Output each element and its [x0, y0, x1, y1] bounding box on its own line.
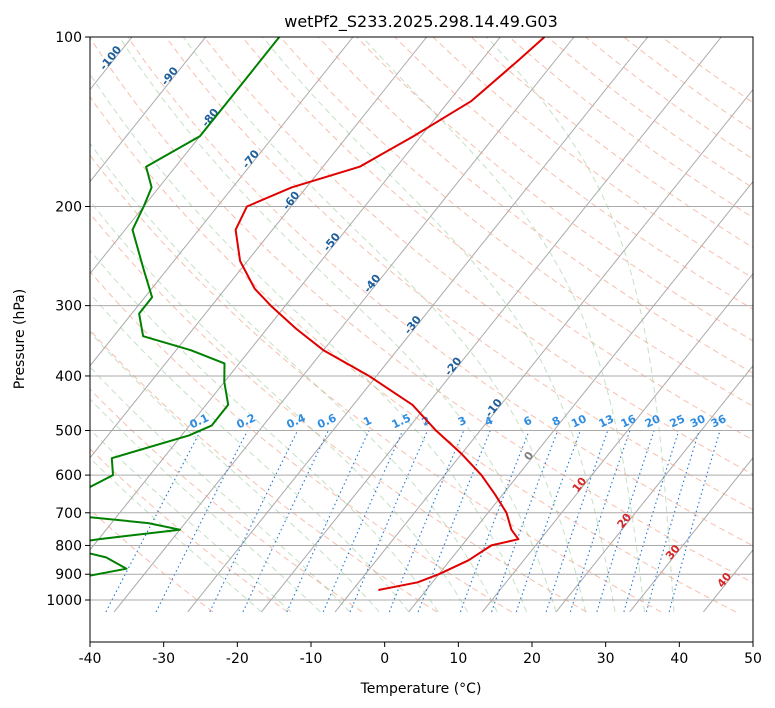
y-tick-label: 200 — [55, 199, 82, 215]
isotherm-line — [261, 37, 722, 613]
pressure-gridlines — [90, 37, 753, 601]
mixing-ratio-label: 10 — [569, 412, 589, 430]
mixing-ratio-label: 30 — [688, 412, 708, 430]
isotherm-line — [90, 37, 501, 551]
moist-adiabat-line — [90, 331, 380, 613]
y-tick-label: 800 — [55, 538, 82, 554]
x-tick-label: -10 — [300, 651, 323, 667]
temperature-line — [234, 37, 546, 591]
x-tick-label: 40 — [670, 651, 688, 667]
dry-adiabat-line — [90, 508, 214, 613]
isotherm-line — [90, 37, 207, 183]
y-tick-label: 100 — [55, 30, 82, 46]
dry-adiabat-line — [90, 448, 288, 613]
dry-adiabat-line — [90, 212, 587, 613]
isotherm-line — [629, 457, 753, 613]
dry-adiabat-line — [90, 329, 438, 613]
x-axis-ticks: -40 -30 -20 -10 0 10 20 30 40 50 — [79, 642, 762, 667]
mixing-ratio-label: 13 — [597, 412, 616, 430]
isotherm-line — [90, 37, 428, 459]
isotherm-line — [0, 37, 58, 612]
dry-adiabat-line — [165, 37, 753, 511]
isotherm-line — [334, 88, 753, 613]
dry-adiabat-line — [90, 95, 737, 613]
mixing-ratio-line — [105, 430, 202, 613]
plot-background — [90, 37, 753, 642]
mixing-ratio-line — [286, 430, 370, 613]
x-tick-label: 50 — [744, 651, 762, 667]
mixing-ratio-line — [668, 430, 721, 613]
y-tick-label: 400 — [55, 369, 82, 385]
moist-adiabat-line — [118, 37, 557, 613]
isotherm-line — [90, 37, 354, 367]
moist-adiabat-line — [90, 142, 498, 613]
mixing-ratio-line — [596, 430, 655, 613]
profile-series — [90, 37, 546, 591]
chart-title: wetPf2_S233.2025.298.14.49.G03 — [284, 12, 558, 32]
moist-adiabat-line — [90, 292, 410, 613]
isotherm-line — [555, 364, 753, 613]
mixing-ratio-label: 25 — [668, 412, 687, 430]
moist-adiabat-line — [90, 457, 262, 613]
moist-adiabat-line — [182, 37, 586, 613]
moist-adiabat-line — [486, 37, 675, 612]
x-tick-label: -40 — [79, 651, 102, 667]
moist-adiabat-line — [90, 73, 528, 613]
mixing-ratio-line — [645, 430, 700, 613]
mixing-ratio-label: 36 — [709, 412, 729, 430]
moist-adiabat-line — [362, 37, 645, 612]
dry-adiabat-line — [90, 37, 753, 584]
dry-adiabat-line — [279, 37, 753, 407]
dry-adiabat-line — [90, 270, 512, 613]
dry-adiabat-line — [127, 37, 753, 547]
mixing-ratio-line — [491, 430, 559, 613]
isotherm-line — [187, 37, 649, 613]
y-tick-label: 300 — [55, 299, 82, 315]
dewpoint-line — [90, 37, 281, 577]
dry-adiabat-line — [432, 37, 753, 279]
dry-adiabat-line — [203, 37, 753, 475]
mixing-ratio-label: 16 — [619, 412, 639, 430]
moist-adiabat-line — [90, 428, 292, 613]
isotherm-line — [482, 272, 753, 613]
x-tick-label: 10 — [449, 651, 467, 667]
dry-adiabat-line — [90, 154, 662, 613]
mixing-ratio-line — [515, 430, 581, 613]
y-tick-label: 500 — [55, 424, 82, 440]
moist-adiabat-line — [90, 200, 469, 613]
x-tick-label: -30 — [152, 651, 175, 667]
mixing-ratio-label: 20 — [643, 412, 663, 430]
y-axis-ticks: 100 200 300 400 500 600 700 800 900 1000 — [46, 30, 90, 609]
mixing-ratio-line — [242, 430, 329, 613]
y-tick-label: 700 — [55, 506, 82, 522]
plot-frame — [89, 36, 754, 643]
mixing-ratio-line — [623, 430, 680, 613]
mixing-ratio-line — [388, 430, 465, 613]
isotherm-line — [113, 37, 575, 613]
mixing-ratio-line — [459, 430, 530, 613]
mixing-ratio-line — [417, 430, 491, 613]
x-axis-label: Temperature (°C) — [360, 681, 482, 697]
isotherm-line — [408, 180, 753, 613]
x-tick-label: 30 — [597, 651, 615, 667]
y-tick-label: 1000 — [46, 593, 82, 609]
dry-adiabat-line — [241, 37, 753, 441]
mixing-ratio-line — [569, 430, 631, 613]
y-tick-label: 900 — [55, 567, 82, 583]
background-lines — [0, 37, 753, 613]
moist-adiabat-line — [262, 37, 616, 612]
y-axis-label: Pressure (hPa) — [12, 289, 28, 389]
mixing-ratio-line — [209, 430, 299, 613]
dry-adiabat-line — [318, 37, 753, 374]
mixing-ratio-line — [545, 430, 609, 613]
x-tick-label: 0 — [380, 651, 389, 667]
dry-adiabat-line — [90, 388, 363, 613]
y-tick-label: 600 — [55, 468, 82, 484]
x-tick-label: 20 — [523, 651, 541, 667]
x-tick-label: -20 — [226, 651, 249, 667]
